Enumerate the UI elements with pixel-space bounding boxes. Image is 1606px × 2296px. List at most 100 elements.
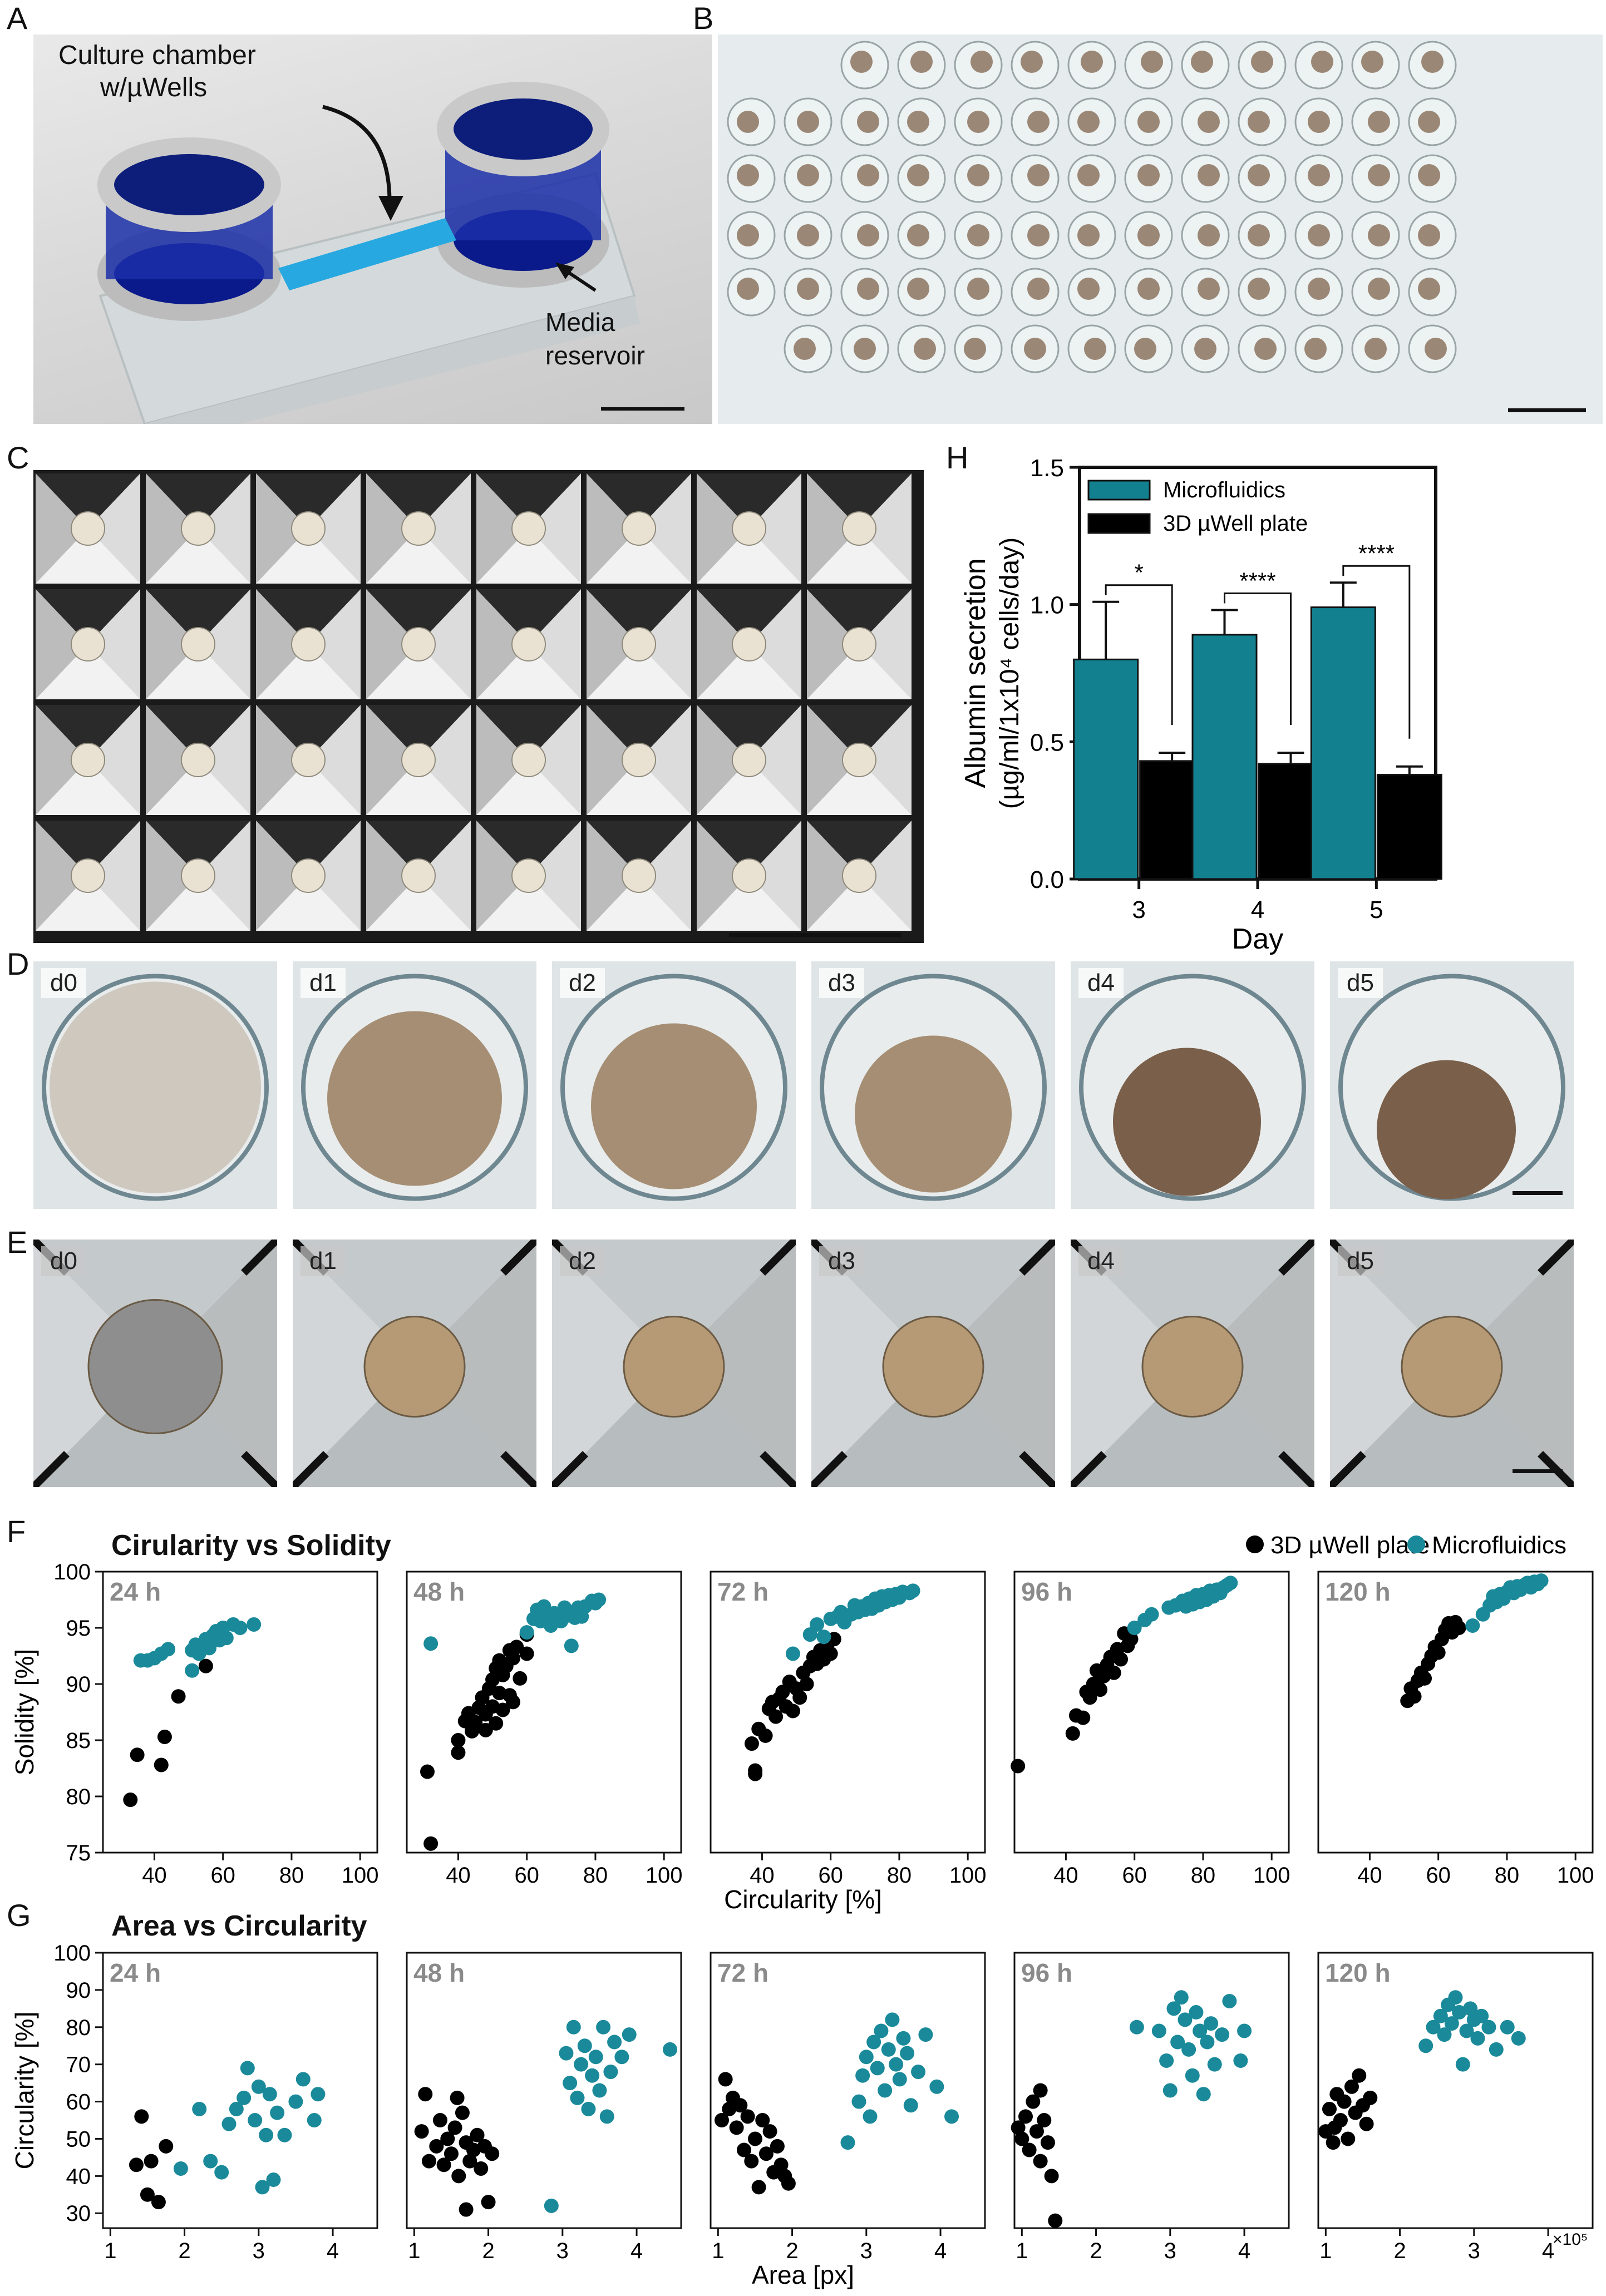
spheroid	[1137, 224, 1160, 246]
pyramid-well	[587, 589, 691, 699]
panel-time-label: 96 h	[1021, 1958, 1072, 1987]
x-tick-label: 1	[104, 2239, 116, 2263]
point-microfluidics	[185, 1663, 200, 1678]
day-label: d2	[560, 1246, 605, 1276]
spheroid	[857, 224, 879, 246]
point-uwell	[1363, 2090, 1378, 2105]
spheroid	[1198, 164, 1220, 186]
spheroid	[1248, 224, 1270, 246]
legend-swatch	[1087, 480, 1151, 501]
spheroid	[1198, 224, 1220, 246]
point-uwell	[151, 2195, 166, 2210]
significance-stars: ****	[1358, 540, 1395, 566]
point-uwell	[509, 1640, 524, 1655]
spheroid	[907, 224, 929, 246]
x-tick-label: 80	[887, 1863, 912, 1888]
point-microfluidics	[592, 1592, 607, 1607]
panel-time-label: 72 h	[717, 1958, 768, 1987]
point-microfluidics	[1181, 2042, 1196, 2057]
point-microfluidics	[1166, 2001, 1181, 2016]
point-uwell	[130, 1747, 145, 1762]
pyramid-well	[476, 821, 581, 931]
day-tile: d4	[1071, 961, 1314, 1209]
panel-label-e: E	[7, 1224, 28, 1260]
x-tick-label: 3	[1164, 2239, 1176, 2263]
point-uwell	[1029, 2124, 1044, 2139]
y-tick-label: 90	[66, 1672, 91, 1697]
pyramid-well	[256, 821, 361, 931]
device-photo: Culture chamber w/µWells Media reservoir	[33, 34, 712, 424]
spheroid	[1137, 278, 1160, 300]
x-tick-label: 40	[142, 1863, 167, 1888]
spheroid	[1027, 278, 1050, 300]
y-tick-label: 40	[66, 2164, 91, 2189]
point-uwell	[447, 2120, 462, 2135]
point-microfluidics	[866, 2035, 881, 2050]
point-uwell	[1033, 2154, 1048, 2169]
point-microfluidics	[1151, 2023, 1166, 2038]
scatter-frame	[1317, 1571, 1594, 1854]
point-microfluidics	[1237, 2023, 1252, 2038]
point-microfluidics	[1233, 2053, 1248, 2068]
point-uwell	[781, 2176, 796, 2191]
pyramid-well	[476, 473, 581, 584]
spheroid	[857, 164, 879, 186]
point-microfluidics	[878, 2083, 893, 2098]
spheroid	[1368, 111, 1390, 133]
panel-label-a: A	[7, 1, 28, 36]
spheroid	[971, 51, 993, 73]
panel-label-b: B	[693, 1, 714, 36]
y-tick-label: 0.0	[1030, 866, 1064, 893]
x-tick-label: 100	[342, 1863, 379, 1888]
point-microfluidics	[599, 2109, 614, 2124]
point-microfluidics	[1159, 2053, 1174, 2068]
significance-bracket	[1105, 584, 1173, 725]
spheroid	[1194, 338, 1216, 360]
point-microfluidics	[173, 2161, 188, 2176]
spheroid	[1077, 164, 1100, 186]
pyramid-well	[697, 589, 801, 699]
point-uwell	[481, 2195, 496, 2210]
point-uwell	[436, 2157, 451, 2172]
x-axis-label: Area [px]	[752, 2260, 854, 2289]
scale-bar	[1513, 1469, 1563, 1473]
pyramid-well	[366, 705, 471, 815]
point-microfluidics	[564, 1638, 579, 1653]
significance-bracket	[1342, 565, 1411, 739]
pyramid-well	[807, 589, 912, 699]
pyramid-well	[587, 705, 691, 815]
x-tick-label: 2	[786, 2239, 798, 2263]
day-tile: d0	[33, 961, 277, 1209]
point-uwell	[519, 1646, 534, 1661]
pyramid-well	[366, 473, 471, 584]
point-uwell	[729, 2120, 744, 2135]
spheroid	[964, 338, 986, 360]
spheroid	[1425, 338, 1447, 360]
point-uwell	[1327, 2120, 1342, 2135]
day-label: d3	[819, 968, 864, 998]
scatter-frame	[1013, 1952, 1290, 2229]
legend-marker	[1407, 1535, 1425, 1553]
pyramid-well	[807, 473, 912, 584]
point-uwell	[733, 2098, 748, 2113]
microwell-array	[727, 41, 1586, 412]
point-microfluidics	[519, 1625, 534, 1640]
spheroid	[857, 111, 879, 133]
point-uwell	[1033, 2083, 1048, 2098]
spheroid	[1077, 111, 1100, 133]
point-microfluidics	[810, 1617, 825, 1632]
y-tick-label: 1.5	[1030, 455, 1064, 482]
point-uwell	[747, 2131, 762, 2146]
y-tick-label: 70	[66, 2053, 91, 2077]
bar	[1073, 658, 1139, 880]
point-microfluidics	[1223, 1576, 1238, 1591]
point-uwell	[123, 1793, 138, 1808]
pyramid-well	[366, 821, 471, 931]
point-microfluidics	[614, 2050, 629, 2065]
spheroid	[794, 338, 816, 360]
x-tick-label: 3	[1468, 2239, 1480, 2263]
point-microfluidics	[247, 1617, 262, 1632]
point-uwell	[478, 1722, 493, 1737]
point-microfluidics	[1204, 2016, 1219, 2031]
point-microfluidics	[905, 1583, 920, 1598]
